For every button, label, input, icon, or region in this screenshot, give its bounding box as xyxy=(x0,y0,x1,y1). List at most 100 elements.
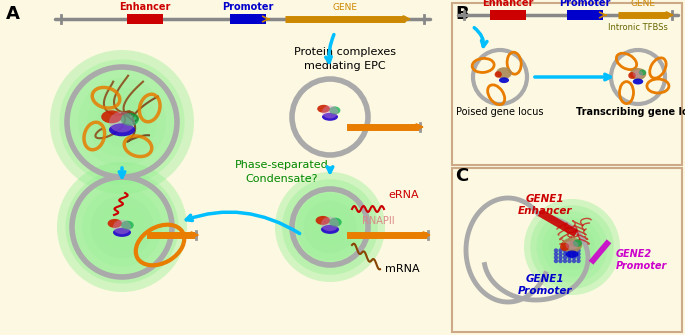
Circle shape xyxy=(553,255,558,260)
Circle shape xyxy=(549,224,595,270)
Ellipse shape xyxy=(562,238,582,252)
Text: Poised gene locus: Poised gene locus xyxy=(456,107,544,117)
Circle shape xyxy=(572,259,576,263)
Circle shape xyxy=(82,187,162,267)
Circle shape xyxy=(558,248,562,253)
Ellipse shape xyxy=(121,113,139,126)
Circle shape xyxy=(297,193,364,261)
Ellipse shape xyxy=(329,107,340,114)
Circle shape xyxy=(543,218,601,276)
Ellipse shape xyxy=(633,78,643,84)
Text: GENE: GENE xyxy=(630,0,656,8)
FancyBboxPatch shape xyxy=(452,168,682,332)
Text: Protein complexes
mediating EPC: Protein complexes mediating EPC xyxy=(294,47,396,71)
Circle shape xyxy=(563,252,567,256)
Circle shape xyxy=(303,201,356,253)
Circle shape xyxy=(558,259,562,263)
Ellipse shape xyxy=(566,241,578,250)
Circle shape xyxy=(567,259,572,263)
Circle shape xyxy=(311,208,349,246)
Circle shape xyxy=(97,97,147,147)
Text: A: A xyxy=(6,5,20,23)
Ellipse shape xyxy=(108,219,122,228)
Ellipse shape xyxy=(633,70,643,78)
Text: Phase-separated
Condensate?: Phase-separated Condensate? xyxy=(235,160,329,184)
Circle shape xyxy=(558,252,562,256)
Circle shape xyxy=(576,252,581,256)
Circle shape xyxy=(558,255,562,260)
FancyBboxPatch shape xyxy=(490,10,526,20)
Circle shape xyxy=(91,196,153,258)
Circle shape xyxy=(88,87,157,156)
Ellipse shape xyxy=(630,68,646,80)
Ellipse shape xyxy=(316,216,330,225)
FancyBboxPatch shape xyxy=(452,3,682,165)
Circle shape xyxy=(68,69,175,175)
Circle shape xyxy=(553,252,558,256)
Circle shape xyxy=(553,259,558,263)
Circle shape xyxy=(563,248,567,253)
Circle shape xyxy=(66,171,179,283)
Ellipse shape xyxy=(638,69,646,75)
Circle shape xyxy=(74,179,170,275)
Ellipse shape xyxy=(329,218,342,227)
Text: C: C xyxy=(455,167,469,185)
Circle shape xyxy=(576,248,581,253)
Circle shape xyxy=(567,252,572,256)
Ellipse shape xyxy=(113,228,131,237)
Text: RNAPII: RNAPII xyxy=(362,216,395,226)
Circle shape xyxy=(282,179,378,275)
Polygon shape xyxy=(538,209,578,237)
Ellipse shape xyxy=(113,220,131,234)
Ellipse shape xyxy=(560,243,569,251)
Circle shape xyxy=(567,255,572,260)
Ellipse shape xyxy=(495,71,502,78)
Text: Transcribing gene locus: Transcribing gene locus xyxy=(577,107,685,117)
Text: GENE1
Enhancer: GENE1 Enhancer xyxy=(518,194,572,216)
Text: GENE1
Promoter: GENE1 Promoter xyxy=(518,274,572,296)
Circle shape xyxy=(572,255,576,260)
Text: GENE: GENE xyxy=(332,3,358,12)
Circle shape xyxy=(553,248,558,253)
Circle shape xyxy=(50,50,194,194)
Circle shape xyxy=(524,199,620,295)
Circle shape xyxy=(99,204,145,250)
Ellipse shape xyxy=(628,72,636,79)
Circle shape xyxy=(275,172,385,282)
Circle shape xyxy=(567,248,572,253)
Circle shape xyxy=(530,205,614,289)
Ellipse shape xyxy=(101,110,122,123)
Ellipse shape xyxy=(109,112,135,132)
FancyBboxPatch shape xyxy=(453,169,681,331)
Ellipse shape xyxy=(321,225,339,234)
FancyBboxPatch shape xyxy=(230,14,266,24)
Circle shape xyxy=(289,186,371,268)
FancyBboxPatch shape xyxy=(127,14,163,24)
Ellipse shape xyxy=(322,106,338,118)
Ellipse shape xyxy=(322,113,338,121)
Text: Enhancer: Enhancer xyxy=(119,2,171,12)
Text: eRNA: eRNA xyxy=(388,190,419,200)
Ellipse shape xyxy=(566,251,578,258)
Circle shape xyxy=(563,255,567,260)
Text: #008800: #008800 xyxy=(282,168,288,169)
Text: Enhancer: Enhancer xyxy=(482,0,534,8)
Ellipse shape xyxy=(321,217,339,231)
FancyBboxPatch shape xyxy=(567,10,603,20)
Text: B: B xyxy=(455,5,469,23)
Ellipse shape xyxy=(496,67,512,79)
Text: GENE2
Promoter: GENE2 Promoter xyxy=(616,249,667,271)
Polygon shape xyxy=(588,239,611,265)
Circle shape xyxy=(78,78,166,166)
Ellipse shape xyxy=(121,221,134,230)
Circle shape xyxy=(572,252,576,256)
Ellipse shape xyxy=(499,77,509,83)
Circle shape xyxy=(576,259,581,263)
Circle shape xyxy=(60,59,185,185)
Circle shape xyxy=(556,230,589,264)
Ellipse shape xyxy=(317,105,330,113)
Text: Intronic TFBSs: Intronic TFBSs xyxy=(608,23,668,32)
Text: Promoter: Promoter xyxy=(560,0,611,8)
Ellipse shape xyxy=(109,123,135,136)
Ellipse shape xyxy=(573,240,582,247)
